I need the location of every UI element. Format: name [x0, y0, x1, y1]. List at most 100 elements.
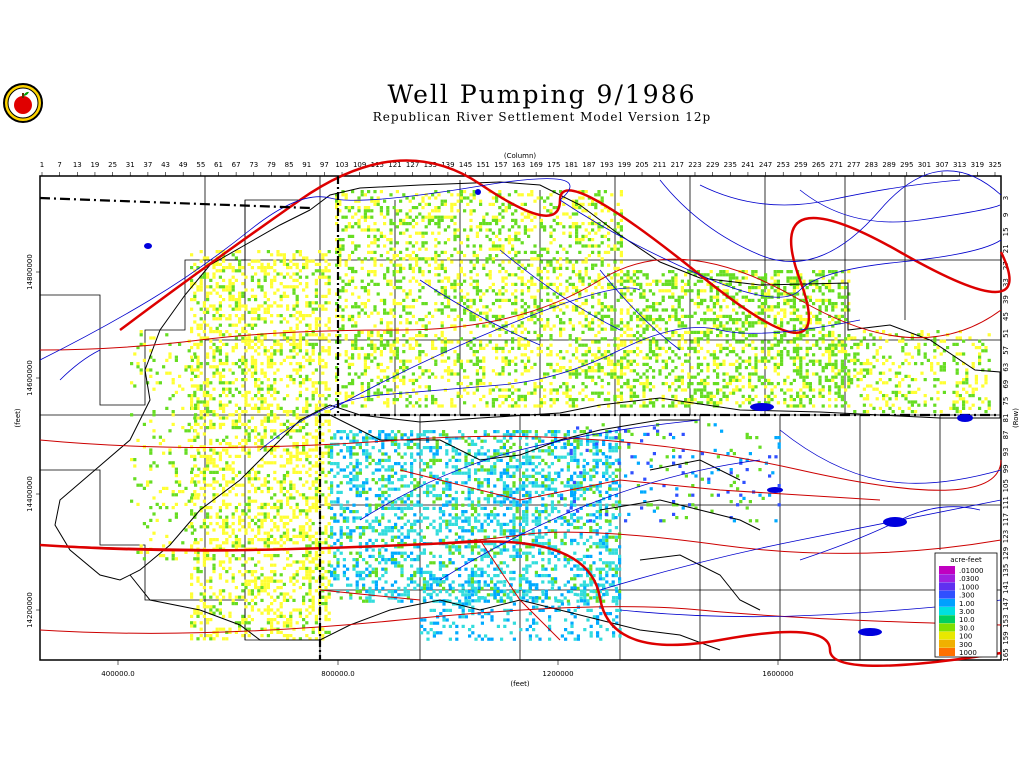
pumping-cell: [507, 234, 511, 238]
pumping-cell: [206, 336, 210, 340]
pumping-cell: [196, 474, 200, 478]
pumping-cell: [504, 289, 508, 293]
pumping-cell: [327, 470, 331, 474]
pumping-cell: [645, 327, 649, 331]
pumping-cell: [209, 285, 213, 289]
pumping-cell: [190, 266, 194, 270]
pumping-cell: [244, 371, 248, 375]
pumping-cell: [308, 474, 312, 478]
pumping-cell: [475, 260, 479, 264]
pumping-cell: [447, 190, 451, 194]
pumping-cell: [190, 637, 194, 641]
pumping-cell: [357, 218, 361, 222]
pumping-cell: [674, 353, 678, 357]
pumping-cell: [424, 241, 428, 245]
pumping-cell: [575, 212, 579, 216]
pumping-cell: [292, 368, 296, 372]
pumping-cell: [360, 260, 364, 264]
pumping-cell: [298, 381, 302, 385]
pumping-cell: [321, 333, 325, 337]
pumping-cell: [725, 292, 729, 296]
pumping-cell: [418, 266, 422, 270]
pumping-cell: [241, 314, 245, 318]
pumping-cell: [632, 369, 636, 373]
pumping-cell: [202, 400, 206, 404]
pumping-cell: [716, 273, 720, 277]
pumping-cell: [360, 330, 364, 334]
pumping-cell: [709, 295, 713, 299]
pumping-cell: [263, 291, 267, 295]
pumping-cell: [324, 307, 328, 311]
pumping-cell: [247, 614, 251, 618]
pumping-cell: [696, 337, 700, 341]
pumping-cell: [469, 382, 473, 386]
pumping-cell: [260, 422, 264, 426]
pumping-cell: [327, 275, 331, 279]
pumping-cell: [700, 369, 704, 373]
pumping-cell: [620, 279, 624, 283]
pumping-cell: [218, 362, 222, 366]
pumping-cell: [511, 391, 515, 395]
pumping-cell: [273, 525, 277, 529]
pumping-cell: [629, 385, 633, 389]
pumping-cell: [212, 275, 216, 279]
pumping-cell: [209, 576, 213, 580]
pumping-cell: [152, 413, 156, 417]
pumping-cell: [575, 398, 579, 402]
pumping-cell: [250, 406, 254, 410]
pumping-cell: [482, 359, 486, 363]
pumping-cell: [479, 228, 483, 232]
pumping-cell: [453, 308, 457, 312]
pumping-cell: [456, 209, 460, 213]
pumping-cell: [327, 595, 331, 599]
pumping-cell: [658, 346, 662, 350]
pumping-cell: [431, 314, 435, 318]
pumping-cell: [565, 401, 569, 405]
pumping-cell: [722, 324, 726, 328]
pumping-cell: [174, 470, 178, 474]
pumping-cell: [655, 302, 659, 306]
pumping-cell: [501, 372, 505, 376]
pumping-cell: [642, 292, 646, 296]
pumping-cell: [231, 461, 235, 465]
pumping-cell: [257, 432, 261, 436]
pumping-cell: [260, 288, 264, 292]
pumping-cell: [241, 266, 245, 270]
pumping-cell: [196, 422, 200, 426]
pumping-cell: [344, 228, 348, 232]
pumping-cell: [716, 382, 720, 386]
pumping-cell: [501, 350, 505, 354]
pumping-cell: [613, 337, 617, 341]
pumping-cell: [664, 330, 668, 334]
pumping-cell: [504, 388, 508, 392]
pumping-cell: [712, 305, 716, 309]
pumping-cell: [591, 321, 595, 325]
pumping-cell: [202, 602, 206, 606]
pumping-cell: [305, 544, 309, 548]
pumping-cell: [725, 327, 729, 331]
pumping-cell: [341, 289, 345, 293]
pumping-cell: [324, 538, 328, 542]
pumping-cell: [218, 467, 222, 471]
pumping-cell: [511, 273, 515, 277]
pumping-cell: [289, 611, 293, 615]
pumping-cell: [327, 320, 331, 324]
pumping-cell: [241, 384, 245, 388]
pumping-cell: [228, 467, 232, 471]
pumping-cell: [234, 304, 238, 308]
pumping-cell: [652, 279, 656, 283]
pumping-cell: [677, 302, 681, 306]
pumping-cell: [722, 394, 726, 398]
pumping-cell: [443, 276, 447, 280]
pumping-cell: [594, 231, 598, 235]
pumping-cell: [341, 193, 345, 197]
pumping-cell: [308, 358, 312, 362]
pumping-cell: [286, 598, 290, 602]
pumping-cell: [202, 320, 206, 324]
pumping-cell: [642, 330, 646, 334]
pumping-cell: [597, 394, 601, 398]
pumping-cell: [603, 350, 607, 354]
pumping-cell: [700, 346, 704, 350]
pumping-cell: [607, 350, 611, 354]
pumping-cell: [732, 346, 736, 350]
